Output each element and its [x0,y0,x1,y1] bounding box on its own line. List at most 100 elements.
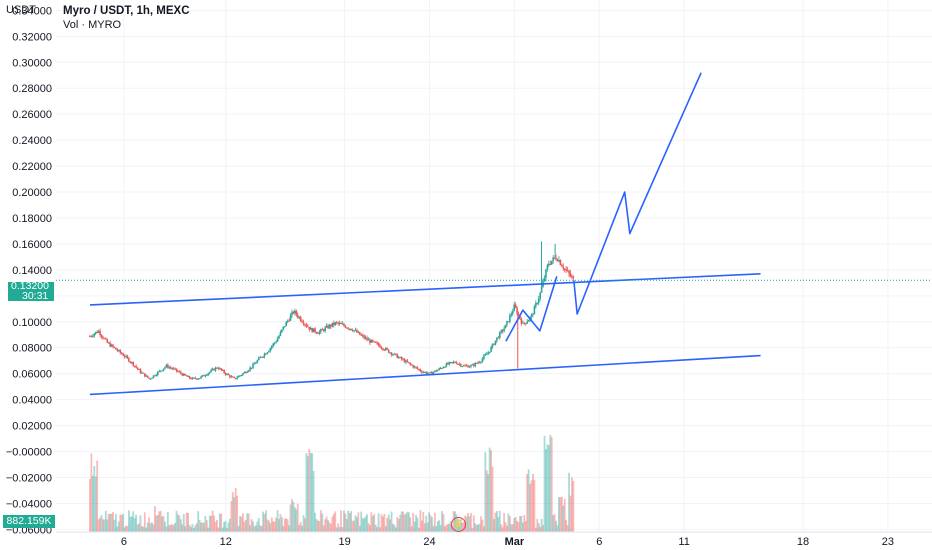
candle-body [142,372,145,374]
candle-body [204,375,207,377]
candle-body [358,331,361,335]
upper-trendline[interactable] [89,272,761,306]
x-tick-label: 24 [423,536,435,548]
volume-bar [566,525,569,532]
lower-trendline[interactable] [89,354,761,396]
volume-bar [161,516,164,532]
candle-body [188,375,191,379]
candle-body [438,368,440,370]
candle-body [488,351,491,353]
volume-bar [468,516,471,532]
candle-body [467,365,469,368]
volume-bar [513,518,516,532]
candle-body [292,311,295,314]
candle-body [325,325,328,328]
volume-bar [350,511,353,532]
chart-header: Myro / USDT, 1h, MEXC Vol · MYRO [63,4,190,32]
candle-body [286,320,289,322]
y-tick-label: −0.04000 [6,498,52,510]
candle-body [273,342,276,344]
volume-bar [122,513,125,532]
volume-indicator-label[interactable]: Vol · MYRO [63,19,122,31]
volume-bar [250,519,253,532]
volume-bar [523,515,526,532]
candle-body [172,368,175,370]
candle-body [301,320,303,323]
volume-bar [503,513,506,532]
candle-body [454,361,456,363]
candle-body [296,314,299,318]
candle-body [285,321,288,327]
candle-body [354,329,357,331]
volume-bar [524,521,527,532]
y-tick-label: 0.32000 [12,31,52,43]
zigzag-drawing[interactable] [505,276,558,342]
candle-body [311,328,313,333]
drawings[interactable] [56,72,932,396]
candle-body [451,362,453,364]
candle-body [197,378,199,380]
x-tick-label: 18 [797,536,809,548]
candle-body [509,315,511,322]
symbol-title[interactable]: Myro / USDT, 1h, MEXC [63,5,190,17]
volume-bar [484,452,487,532]
volume-bar [130,516,133,532]
volume-bar [481,519,484,532]
volume-bar [550,437,553,532]
volume-bar [494,512,497,532]
candle-body [268,350,270,353]
volume-bar [94,476,97,532]
volume-bar [470,512,472,532]
volume-bar [504,522,507,532]
volume-bar [306,456,309,532]
volume-bar [93,466,96,532]
candle-body [395,353,397,355]
candle-body [393,353,396,355]
volume-bar [526,473,529,532]
volume-bar [410,526,413,532]
candle-body [434,370,436,372]
candle-body [442,367,445,369]
volume-bar [426,522,429,532]
candle-body [471,364,474,366]
candle-body [265,353,267,355]
volume-bar [285,518,288,532]
candle-body [480,361,482,363]
volume-bar [246,513,249,532]
volume-bar [529,484,531,532]
candle-body [572,276,575,279]
candle-body [317,332,319,334]
candle-body [164,367,166,369]
y-tick-label: −0.02000 [6,473,52,485]
volume-bar [293,507,296,532]
volume-bar [249,525,252,532]
candle-body [97,330,100,333]
candle-body [348,328,351,330]
candle-body [109,342,111,347]
candle-body [387,349,390,353]
candle-body [545,269,547,279]
candle-body [361,335,364,337]
volume-bar [562,505,565,532]
volume-bar [364,516,367,532]
candle-body [504,324,507,329]
candle-body [233,377,236,379]
volume-bar [556,525,559,532]
volume-bar [301,525,303,532]
candle-body [344,325,347,328]
volume-bar [423,523,426,532]
volume-bar [259,525,262,532]
volume-bar [446,523,449,532]
candle-body [526,321,528,324]
candle-body [270,346,273,349]
volume-bar [288,525,290,532]
lightning-icon[interactable]: ⚡ [451,517,466,532]
candle-body [490,346,492,352]
volume-bar [397,519,400,532]
projection-path[interactable] [572,72,702,315]
candle-body [242,373,244,375]
candle-body [461,366,464,368]
candle-body [540,287,543,293]
volume-bar [139,515,142,532]
